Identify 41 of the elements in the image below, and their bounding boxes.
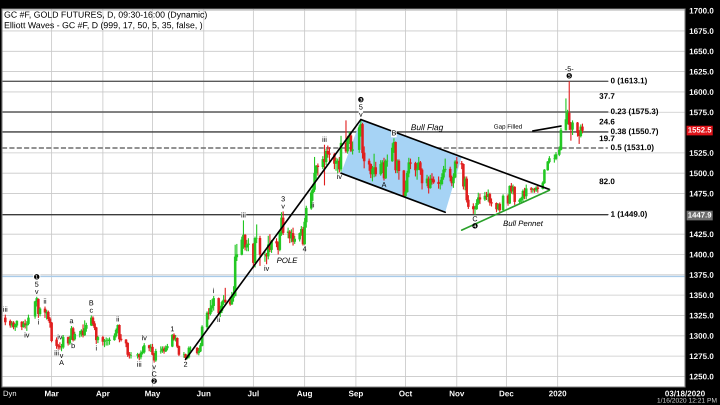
x-tick-label: Apr [96,390,110,398]
annotation: Bull Flag [411,124,444,132]
y-tick-label: 1575.0 [690,110,714,116]
y-tick-label: 1500.0 [690,170,714,176]
x-tick-label: Mar [44,390,59,396]
y-tick-label: 1375.0 [690,272,714,278]
ref-line-label: 1 (1449.0) [611,210,647,218]
x-tick-label: Aug [297,390,312,398]
x-tick-label: 03/18/2020 [665,390,705,396]
x-tick-label: Oct [399,390,412,396]
y-tick-label: 1625.0 [690,68,714,75]
x-tick-label: 2020 [548,390,566,396]
x-tick-label: Sep [348,390,363,398]
x-tick-label: Jul [248,390,259,396]
x-tick-label: Dec [500,390,514,396]
ref-line-label: 0 (1613.1) [610,78,647,86]
y-tick-label: 1650.0 [690,48,714,54]
y-tick-label: 1275.0 [690,353,714,360]
y-tick-label: 1325.0 [690,312,714,318]
annotation: 37.7 [599,93,614,99]
ref-line-label: 0.23 (1575.3) [610,108,658,116]
chart-title: GC #F, GOLD FUTURES, D, 09:30-16:00 (Dynamic) [4,11,207,20]
annotation: 19.7 [600,135,614,142]
y-tick-label: 1350.0 [690,292,714,298]
y-tick-label: 1600.0 [690,89,714,95]
ref-line-label: 0.38 (1550.7) [610,128,658,136]
x-tick-label: Nov [450,390,464,396]
y-tick-label: 1675.0 [690,28,714,34]
y-tick-label: 1400.0 [690,252,714,258]
y-tick-label: 1700.0 [690,8,714,14]
x-tick-label: May [145,390,160,398]
ref-line-label: 0.5 (1531.0) [610,144,654,152]
y-tick-label: 1425.0 [690,231,714,238]
y-tick-label: 1300.0 [690,333,714,339]
y-tick-label: 1525.0 [690,150,714,156]
x-tick-label: Jun [196,390,210,396]
annotation: 82.0 [599,178,615,184]
y-tick-label: 1475.0 [690,190,714,197]
text: Elliott Waves - GC #F, D (999, 17, 50, 5, 35, false, ) [4,22,202,30]
annotation: 24.6 [599,118,615,124]
y-tick-label: 1250.0 [690,374,714,380]
